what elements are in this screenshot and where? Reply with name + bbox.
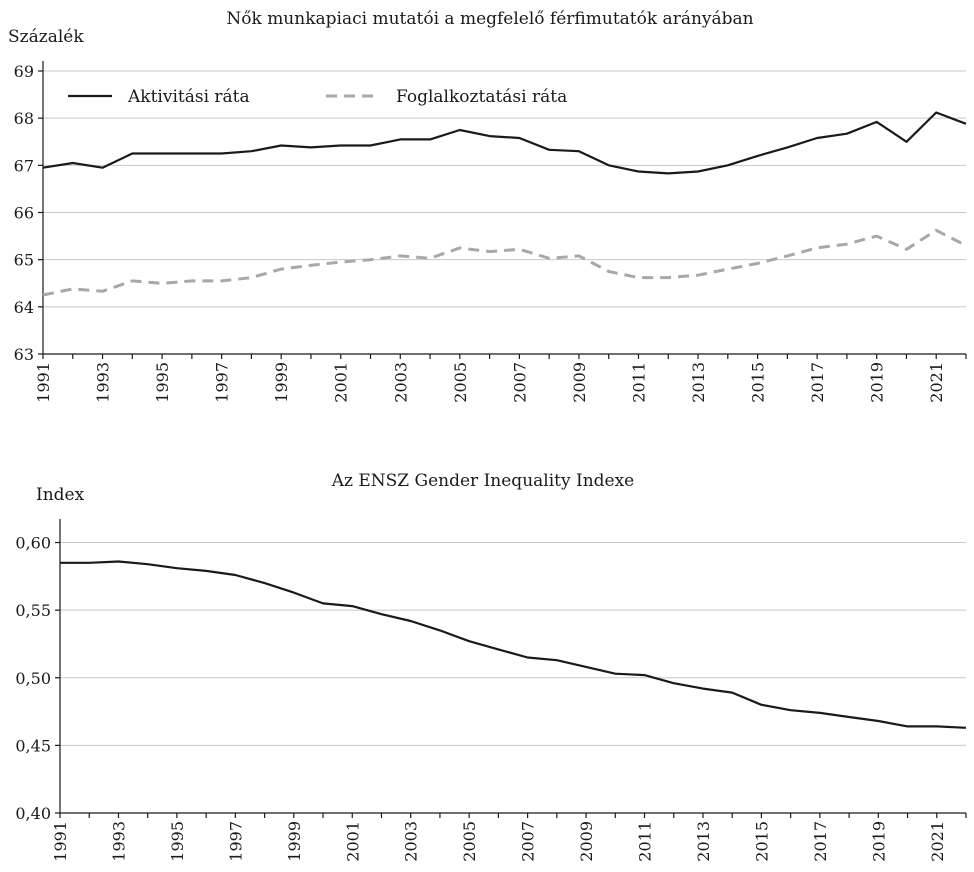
- chart2-x-tick-label: 1999: [285, 821, 304, 862]
- chart1-y-tick-label: 64: [14, 298, 34, 317]
- chart1-title: Nők munkapiaci mutatói a megfelelő férfi…: [226, 9, 753, 29]
- chart2-x-tick-label: 2009: [577, 821, 596, 862]
- legend-label-aktivitasi: Aktivitási ráta: [127, 87, 250, 107]
- chart2-x-tick-label: 2015: [752, 821, 771, 862]
- chart1-y-tick-label: 66: [14, 204, 34, 223]
- chart2-y-tick-label: 0,40: [15, 804, 51, 823]
- chart1-x-tick-label: 2021: [927, 362, 946, 403]
- chart1-x-tick-label: 2007: [510, 362, 529, 403]
- chart2-x-tick-label: 2011: [636, 821, 655, 862]
- chart2-x-tick-label: 1991: [51, 821, 70, 862]
- chart1-x-tick-label: 1995: [153, 362, 172, 403]
- chart2-axes: [55, 519, 967, 818]
- chart1-x-tick-label: 2005: [451, 362, 470, 403]
- chart2-x-tick-label: 2005: [460, 821, 479, 862]
- chart2-tick-labels: 0,40 0,45 0,50 0,55 0,60 1991 1993 1995 1997 1999…: [15, 534, 946, 862]
- chart1-x-tick-label: 2011: [629, 362, 648, 403]
- chart2-x-tick-label: 2001: [343, 821, 362, 862]
- chart2-x-tick-label: 2017: [811, 821, 830, 862]
- chart2-y-tick-label: 0,60: [15, 534, 51, 553]
- chart2-title: Az ENSZ Gender Inequality Indexe: [331, 471, 635, 491]
- chart1-x-tick-label: 1993: [94, 362, 113, 403]
- chart1-x-tick-label: 2009: [570, 362, 589, 403]
- chart1-y-tick-label: 68: [14, 109, 34, 128]
- chart1-tick-labels: 63 64 65 66 67 68 69 1991 1993 1995 1997 1999 2001 20…: [14, 62, 947, 403]
- chart1-x-tick-label: 1999: [272, 362, 291, 403]
- chart2-series-line-0: [60, 560, 967, 729]
- chart2-y-axis-label: Index: [36, 485, 85, 505]
- chart2-x-tick-label: 2007: [519, 821, 538, 862]
- legend-label-foglalkoztatasi: Foglalkoztatási ráta: [396, 87, 567, 107]
- chart2-y-tick-label: 0,50: [15, 669, 51, 688]
- chart1-x-tick-label: 2003: [391, 362, 410, 403]
- chart1-series-foglalkoztatási: [42, 228, 967, 297]
- chart1-y-axis-label: Százalék: [8, 27, 84, 47]
- chart2-x-tick-label: 2003: [402, 821, 421, 862]
- chart1-y-tick-label: 67: [14, 156, 34, 175]
- chart1-y-tick-label: 65: [14, 251, 34, 270]
- chart1-x-tick-label: 2013: [689, 362, 708, 403]
- chart1-legend: Aktivitási ráta Foglalkoztatási ráta: [68, 87, 567, 107]
- chart1-series-aktivitási: [42, 111, 967, 175]
- chart1-x-tick-label: 2015: [749, 362, 768, 403]
- chart2-x-tick-label: 2013: [694, 821, 713, 862]
- chart1-x-tick-label: 2017: [808, 362, 827, 403]
- chart1-x-tick-label: 1997: [213, 362, 232, 403]
- chart2-series-lines: [60, 560, 967, 729]
- chart1-gridlines: [43, 70, 966, 308]
- chart1-x-tick-label: 1991: [34, 362, 53, 403]
- chart2-y-tick-label: 0,55: [15, 601, 51, 620]
- chart1-axes: [38, 61, 967, 359]
- chart1-x-tick-label: 2019: [868, 362, 887, 403]
- chart2-x-tick-label: 1997: [226, 821, 245, 862]
- chart2-x-tick-label: 1993: [109, 821, 128, 862]
- chart2-x-tick-label: 1995: [168, 821, 187, 862]
- chart1-x-tick-label: 2001: [332, 362, 351, 403]
- chart1-y-tick-label: 69: [14, 62, 34, 81]
- chart1-y-tick-label: 63: [14, 345, 34, 364]
- chart2-x-tick-label: 2021: [928, 821, 947, 862]
- chart1-series-lines: [42, 111, 967, 297]
- chart2-gridlines: [60, 542, 966, 746]
- chart2-x-tick-label: 2019: [869, 821, 888, 862]
- chart2-y-tick-label: 0,45: [15, 736, 51, 755]
